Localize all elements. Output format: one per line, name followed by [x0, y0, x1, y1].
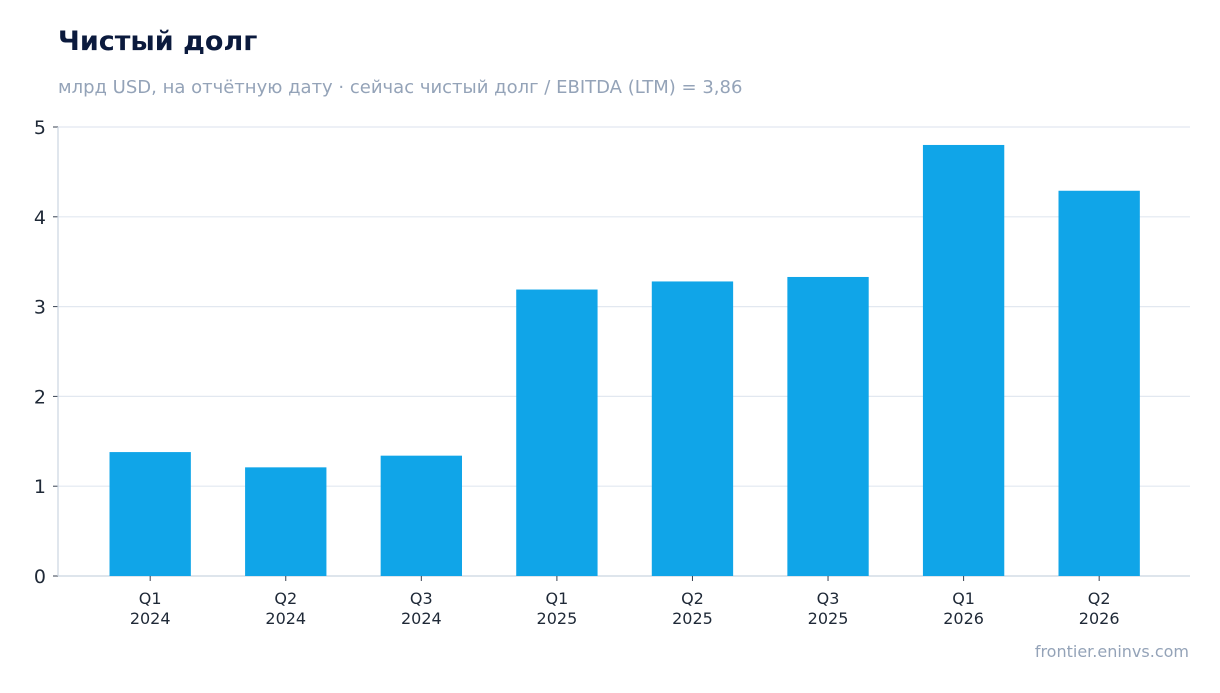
x-tick-label: 2026 [943, 609, 984, 628]
bar [516, 289, 598, 576]
y-tick-label: 0 [34, 566, 46, 588]
x-tick-label: 2024 [130, 609, 171, 628]
chart-subtitle: млрд USD, на отчётную дату · сейчас чист… [58, 77, 743, 98]
bar [787, 276, 869, 576]
chart-title: Чистый долг [58, 26, 258, 57]
x-tick-label: Q3 [817, 589, 840, 608]
x-tick-label: 2025 [808, 609, 849, 628]
y-tick-label: 3 [34, 297, 46, 319]
x-tick-label: Q3 [410, 589, 433, 608]
bar [1058, 190, 1140, 576]
x-tick-label: Q2 [1088, 589, 1111, 608]
bar [380, 455, 462, 576]
y-tick-label: 2 [34, 386, 46, 408]
x-tick-label: Q1 [139, 589, 162, 608]
bar [245, 467, 327, 576]
x-tick-label: 2024 [401, 609, 442, 628]
bar [922, 144, 1005, 576]
y-tick-label: 5 [34, 117, 46, 139]
bar [651, 281, 734, 576]
x-tick-label: Q2 [274, 589, 297, 608]
bar [109, 452, 191, 576]
x-tick-label: Q1 [546, 589, 569, 608]
x-tick-label: Q2 [681, 589, 704, 608]
x-tick-label: 2024 [265, 609, 306, 628]
x-tick-label: 2025 [672, 609, 713, 628]
x-tick-label: Q1 [952, 589, 975, 608]
x-tick-label: 2026 [1079, 609, 1120, 628]
y-tick-label: 4 [34, 207, 46, 229]
x-tick-label: 2025 [537, 609, 578, 628]
source-label: frontier.eninvs.com [1034, 642, 1189, 661]
y-tick-label: 1 [34, 476, 46, 498]
